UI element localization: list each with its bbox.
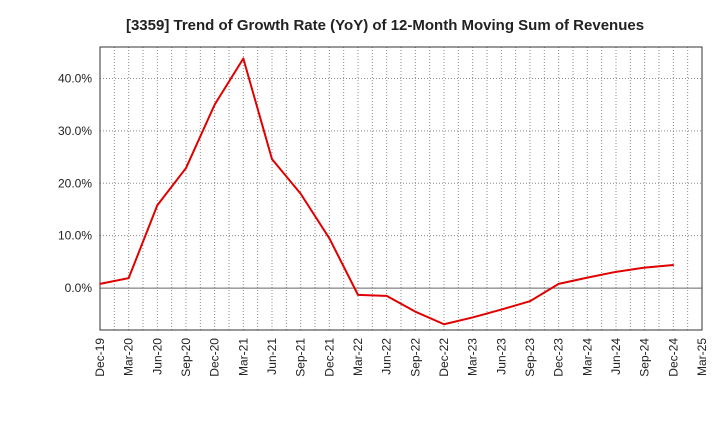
data-point <box>127 277 130 279</box>
data-point <box>529 300 531 302</box>
series-layer <box>99 57 675 326</box>
data-point <box>443 323 445 326</box>
x-tick-label: Sep-22 <box>408 338 422 377</box>
y-tick-label: 40.0% <box>58 71 92 85</box>
x-tick-label: Jun-23 <box>494 338 508 375</box>
x-tick-label: Dec-24 <box>666 338 680 377</box>
vertical-grid <box>113 47 689 330</box>
horizontal-grid <box>100 77 702 237</box>
data-point <box>299 192 302 195</box>
chart-title: [3359] Trend of Growth Rate (YoY) of 12-… <box>126 17 644 34</box>
data-point <box>414 310 417 313</box>
x-tick-label: Jun-20 <box>150 338 164 375</box>
x-tick-label: Jun-24 <box>609 338 623 375</box>
data-point <box>557 283 560 285</box>
data-point <box>185 167 187 169</box>
x-tick-label: Mar-23 <box>466 338 480 376</box>
data-point <box>672 264 675 266</box>
data-point <box>271 158 273 160</box>
x-tick-label: Jun-21 <box>265 338 279 375</box>
x-tick-label: Mar-21 <box>236 338 250 376</box>
data-point <box>471 316 474 319</box>
data-point <box>99 283 101 285</box>
y-tick-label: 30.0% <box>58 124 92 138</box>
x-tick-label: Sep-24 <box>638 338 652 377</box>
y-tick-label: 0.0% <box>65 281 93 295</box>
x-tick-label: Sep-23 <box>523 338 537 377</box>
x-tick-label: Dec-19 <box>93 338 107 377</box>
y-axis-tick-labels: 0.0% 10.0% 20.0% 30.0% 40.0% <box>58 71 92 295</box>
data-point <box>156 204 159 207</box>
x-tick-label: Mar-25 <box>695 338 709 376</box>
x-tick-label: Sep-20 <box>179 338 193 377</box>
data-point <box>586 276 589 279</box>
x-tick-label: Mar-22 <box>351 338 365 376</box>
y-tick-label: 20.0% <box>58 176 92 190</box>
x-tick-label: Dec-22 <box>437 338 451 377</box>
x-tick-label: Dec-23 <box>552 338 566 377</box>
data-point <box>328 237 331 240</box>
data-point <box>615 271 617 273</box>
data-point <box>385 295 388 297</box>
plot-area-frame <box>99 46 703 331</box>
x-tick-label: Jun-22 <box>380 338 394 375</box>
x-tick-label: Mar-24 <box>580 338 594 376</box>
x-tick-label: Mar-20 <box>122 338 136 376</box>
data-point <box>213 103 216 106</box>
data-point <box>357 294 359 296</box>
x-tick-label: Sep-21 <box>294 338 308 377</box>
y-tick-label: 10.0% <box>58 229 92 243</box>
data-point <box>643 266 646 269</box>
x-axis-tick-labels: Dec-19 Mar-20 Jun-20 Sep-20 Dec-20 Mar-21 Jun-… <box>93 338 709 377</box>
data-point <box>242 57 245 60</box>
data-point <box>500 308 503 311</box>
x-tick-label: Dec-21 <box>322 338 336 377</box>
x-tick-label: Dec-20 <box>208 338 222 377</box>
